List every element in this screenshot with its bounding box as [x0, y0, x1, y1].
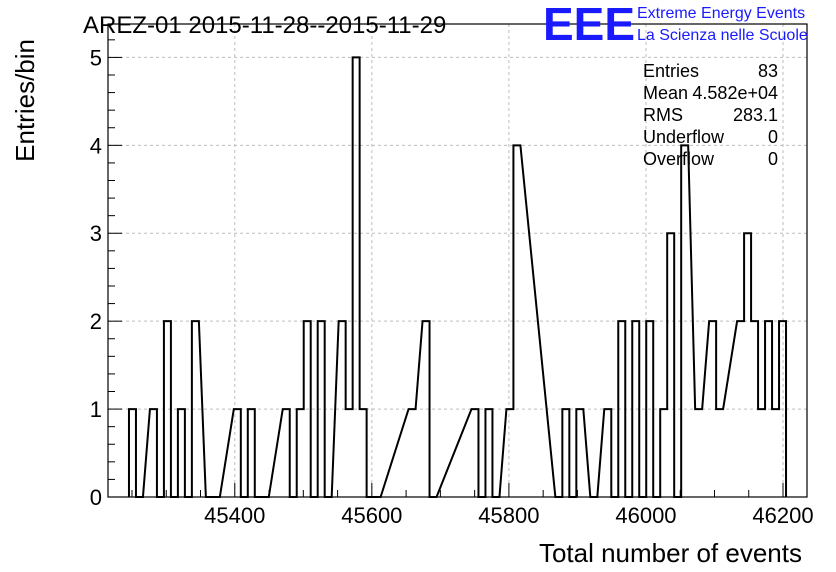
- logo-line-2: La Scienza nelle Scuole: [637, 27, 808, 44]
- axis-ticks: [108, 39, 784, 498]
- stat-value-overflow: 0: [768, 149, 778, 169]
- plot-frame: [107, 23, 808, 498]
- x-tick-label: 46000: [615, 503, 676, 528]
- stats-box: Entries 83 Mean 4.582e+04 RMS 283.1 Unde…: [643, 61, 778, 169]
- y-tick-label: 1: [90, 397, 102, 422]
- stat-value-rms: 283.1: [733, 105, 778, 125]
- stat-label-rms: RMS: [643, 105, 683, 125]
- stat-value-entries: 83: [758, 61, 778, 81]
- x-tick-label: 45600: [341, 503, 402, 528]
- stat-label-underflow: Underflow: [643, 127, 725, 147]
- stat-value-mean: 4.582e+04: [692, 83, 778, 103]
- y-tick-label: 4: [90, 133, 102, 158]
- stat-label-mean: Mean: [643, 83, 688, 103]
- y-axis-label: Entries/bin: [10, 39, 40, 162]
- x-tick-label: 46200: [752, 503, 813, 528]
- x-tick-label: 45800: [478, 503, 539, 528]
- y-tick-label: 2: [90, 309, 102, 334]
- stat-label-overflow: Overflow: [643, 149, 715, 169]
- eee-logo-mark: EEE: [543, 0, 635, 50]
- x-tick-label: 45400: [204, 503, 265, 528]
- grid: [108, 24, 807, 497]
- y-tick-label: 0: [90, 485, 102, 510]
- logo-line-1: Extreme Energy Events: [637, 5, 805, 22]
- chart-title: AREZ-01 2015-11-28--2015-11-29: [83, 12, 446, 39]
- y-tick-label: 3: [90, 221, 102, 246]
- stat-label-entries: Entries: [643, 61, 699, 81]
- eee-logo: EEE Extreme Energy Events La Scienza nel…: [543, 0, 808, 50]
- tick-labels: 45400 45600 45800 46000 46200 0 1 2 3 4 5: [90, 45, 814, 528]
- stat-value-underflow: 0: [768, 127, 778, 147]
- x-axis-label: Total number of events: [539, 538, 802, 568]
- y-tick-label: 5: [90, 45, 102, 70]
